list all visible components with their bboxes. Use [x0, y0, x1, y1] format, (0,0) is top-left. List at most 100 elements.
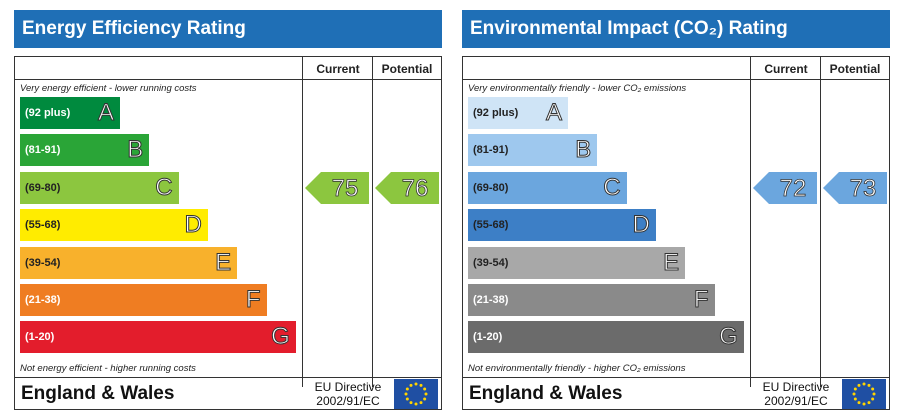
band-letter: B	[575, 136, 592, 164]
energy-efficiency-chart: Energy Efficiency Rating Current Potenti…	[14, 10, 442, 410]
flag-star	[853, 387, 857, 391]
flag-star	[424, 392, 428, 396]
flag-star	[852, 392, 856, 396]
flag-star	[409, 401, 413, 405]
divider	[15, 79, 441, 80]
directive-line2: 2002/91/EC	[764, 394, 828, 408]
rating-band-b: (81-91) B	[468, 134, 598, 167]
flag-star	[871, 387, 875, 391]
potential-rating-value: 73	[850, 175, 877, 202]
band-range: (81-91)	[25, 144, 61, 157]
eu-directive: EU Directive 2002/91/EC	[753, 380, 839, 408]
band-range: (1-20)	[473, 331, 503, 344]
flag-star	[862, 382, 866, 386]
rating-band-f: (21-38) F	[468, 284, 715, 316]
current-rating-pointer: 72	[753, 171, 817, 204]
band-letter: B	[127, 136, 144, 164]
band-letter: D	[632, 211, 650, 239]
flag-star	[423, 387, 427, 391]
band-letter: D	[184, 211, 202, 239]
flag-star	[405, 387, 409, 391]
flag-star	[857, 401, 861, 405]
divider	[750, 57, 751, 387]
band-range: (21-38)	[473, 294, 509, 306]
band-range: (1-20)	[25, 331, 55, 344]
band-letter: F	[693, 286, 709, 314]
divider	[463, 79, 889, 80]
bottom-note: Not environmentally friendly - higher CO…	[468, 363, 686, 374]
flag-star	[862, 402, 866, 406]
chart-frame: Current Potential Very environmentally f…	[462, 56, 890, 410]
rating-band-a: (92 plus) A	[468, 97, 568, 129]
divider	[372, 57, 373, 387]
flag-star	[405, 397, 409, 401]
band-letter: F	[245, 286, 261, 314]
environmental-impact-chart: Environmental Impact (CO₂) Rating Curren…	[462, 10, 890, 410]
flag-star	[404, 392, 408, 396]
band-range: (69-80)	[25, 181, 61, 194]
current-column-header: Current	[316, 62, 360, 76]
rating-band-c: (69-80) C	[20, 171, 179, 204]
rating-band-f: (21-38) F	[20, 284, 267, 316]
flag-star	[423, 397, 427, 401]
rating-band-a: (92 plus) A	[20, 97, 120, 129]
band-range: (92 plus)	[25, 107, 71, 119]
potential-column-header: Potential	[381, 62, 433, 76]
eu-directive: EU Directive 2002/91/EC	[305, 380, 391, 408]
current-rating-pointer: 75	[305, 171, 369, 204]
directive-line1: EU Directive	[314, 380, 382, 394]
current-rating-value: 75	[332, 175, 359, 202]
current-rating-value: 72	[780, 175, 807, 202]
flag-star	[872, 392, 876, 396]
directive-line1: EU Directive	[762, 380, 830, 394]
current-pointer-shape	[753, 171, 817, 204]
rating-band-d: (55-68) D	[468, 209, 656, 242]
chart-title: Environmental Impact (CO₂) Rating	[462, 10, 890, 48]
band-range: (69-80)	[473, 181, 509, 194]
potential-pointer-shape	[823, 171, 887, 204]
band-letter: A	[545, 99, 562, 127]
flag-star	[867, 401, 871, 405]
current-pointer-shape	[305, 171, 369, 204]
current-column-header: Current	[764, 62, 808, 76]
divider	[463, 377, 889, 378]
rating-band-d: (55-68) D	[20, 209, 208, 242]
band-letter: E	[663, 248, 680, 276]
chart-frame: Current Potential Very energy efficient …	[14, 56, 442, 410]
rating-band-e: (39-54) E	[468, 246, 686, 279]
potential-rating-value: 76	[402, 175, 429, 202]
band-range: (39-54)	[25, 256, 61, 269]
eu-flag-icon	[842, 379, 886, 409]
band-range: (92 plus)	[473, 107, 519, 119]
eu-flag-icon	[394, 379, 438, 409]
rating-band-g: (1-20) G	[468, 321, 744, 354]
band-range: (21-38)	[25, 294, 61, 306]
directive-line2: 2002/91/EC	[316, 394, 380, 408]
rating-band-g: (1-20) G	[20, 321, 296, 354]
rating-band-c: (69-80) C	[468, 171, 627, 204]
flag-star	[853, 397, 857, 401]
band-letter: C	[155, 173, 173, 201]
potential-rating-pointer: 73	[823, 171, 887, 204]
region-label: England & Wales	[21, 383, 175, 404]
divider	[15, 377, 441, 378]
flag-star	[409, 383, 413, 387]
band-range: (55-68)	[25, 219, 61, 232]
flag-star	[871, 397, 875, 401]
band-letter: A	[97, 99, 114, 127]
divider	[820, 57, 821, 387]
chart-title: Energy Efficiency Rating	[14, 10, 442, 48]
band-range: (39-54)	[473, 256, 509, 269]
rating-band-e: (39-54) E	[20, 246, 238, 279]
flag-star	[419, 401, 423, 405]
rating-band-b: (81-91) B	[20, 134, 150, 167]
band-letter: G	[271, 323, 291, 351]
bottom-note: Not energy efficient - higher running co…	[20, 363, 196, 374]
band-letter: E	[215, 248, 232, 276]
potential-pointer-shape	[375, 171, 439, 204]
top-note: Very environmentally friendly - lower CO…	[468, 83, 687, 94]
band-range: (81-91)	[473, 144, 509, 157]
flag-star	[867, 383, 871, 387]
band-range: (55-68)	[473, 219, 509, 232]
potential-column-header: Potential	[829, 62, 881, 76]
